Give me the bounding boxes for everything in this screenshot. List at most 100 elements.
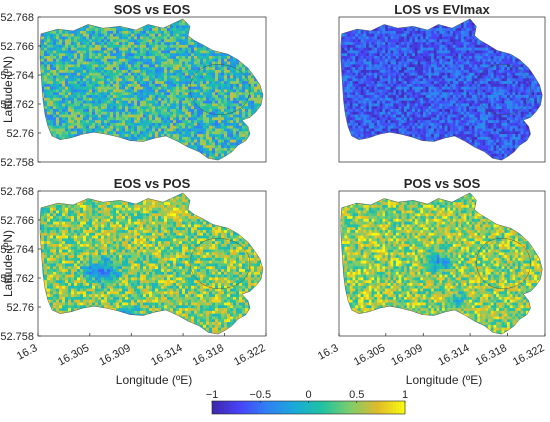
heatmap-cell bbox=[59, 145, 63, 149]
heatmap-cell bbox=[41, 125, 45, 129]
heatmap-cell bbox=[50, 109, 54, 113]
heatmap-cell bbox=[110, 42, 114, 46]
heatmap-cell bbox=[119, 67, 123, 71]
heatmap-cell bbox=[176, 92, 180, 96]
heatmap-cell bbox=[227, 61, 231, 65]
heatmap-cell bbox=[62, 97, 66, 101]
heatmap-cell bbox=[242, 95, 246, 99]
heatmap-cell bbox=[77, 39, 81, 43]
heatmap-cell bbox=[119, 131, 123, 135]
heatmap-cell bbox=[515, 30, 519, 35]
heatmap-cell bbox=[56, 122, 60, 127]
heatmap-cell bbox=[215, 53, 219, 57]
heatmap-cell bbox=[116, 58, 120, 62]
heatmap-cell bbox=[485, 25, 489, 29]
heatmap-cell bbox=[363, 19, 367, 23]
heatmap-cell bbox=[442, 53, 445, 57]
heatmap-cell bbox=[164, 64, 168, 68]
heatmap-cell bbox=[164, 28, 168, 32]
heatmap-cell bbox=[185, 67, 189, 71]
heatmap-cell bbox=[41, 33, 45, 37]
heatmap-cell bbox=[104, 103, 108, 107]
heatmap-cell bbox=[137, 100, 141, 104]
heatmap-cell bbox=[390, 42, 394, 46]
heatmap-cell bbox=[128, 18, 132, 21]
heatmap-cell bbox=[107, 39, 111, 43]
heatmap-cell bbox=[233, 64, 237, 68]
heatmap-cell bbox=[245, 100, 249, 104]
heatmap-cell bbox=[62, 117, 66, 121]
heatmap-cell bbox=[59, 111, 63, 115]
heatmap-cell bbox=[155, 28, 159, 32]
heatmap-cell bbox=[143, 22, 147, 26]
heatmap-cell bbox=[137, 36, 141, 40]
heatmap-cell bbox=[191, 33, 195, 37]
heatmap-cell bbox=[110, 125, 114, 129]
heatmap-cell bbox=[218, 111, 222, 115]
heatmap-cell bbox=[188, 36, 192, 40]
heatmap-cell bbox=[227, 39, 231, 43]
heatmap-cell bbox=[444, 30, 448, 35]
heatmap-cell bbox=[425, 39, 429, 43]
heatmap-cell bbox=[47, 64, 51, 68]
heatmap-cell bbox=[71, 53, 75, 57]
heatmap-cell bbox=[92, 136, 96, 140]
heatmap-cell bbox=[188, 78, 192, 82]
heatmap-cell bbox=[140, 136, 144, 140]
heatmap-cell bbox=[366, 30, 370, 35]
heatmap-cell bbox=[409, 53, 413, 57]
heatmap-cell bbox=[53, 39, 57, 43]
heatmap-cell bbox=[340, 50, 342, 54]
heatmap-cell bbox=[104, 18, 108, 21]
heatmap-cell bbox=[425, 53, 429, 57]
heatmap-cell bbox=[349, 44, 353, 48]
heatmap-cell bbox=[119, 18, 123, 21]
heatmap-cell bbox=[95, 36, 99, 40]
heatmap-cell bbox=[191, 145, 195, 149]
heatmap-cell bbox=[83, 111, 87, 115]
heatmap-cell bbox=[104, 69, 108, 74]
heatmap-cell bbox=[128, 136, 132, 140]
heatmap-cell bbox=[173, 142, 177, 146]
heatmap-cell bbox=[158, 145, 162, 149]
heatmap-cell bbox=[53, 61, 57, 65]
heatmap-cell bbox=[188, 22, 192, 26]
heatmap-cell bbox=[212, 22, 216, 26]
heatmap-cell bbox=[260, 19, 263, 23]
heatmap-cell bbox=[221, 33, 225, 37]
heatmap-cell bbox=[40, 19, 42, 23]
heatmap-cell bbox=[137, 56, 141, 60]
heatmap-cell bbox=[357, 33, 361, 37]
heatmap-cell bbox=[179, 75, 183, 79]
heatmap-cell bbox=[110, 139, 114, 143]
heatmap-cell bbox=[257, 111, 261, 115]
heatmap-cell bbox=[212, 42, 216, 46]
heatmap-cell bbox=[107, 58, 111, 62]
heatmap-cell bbox=[59, 136, 63, 140]
heatmap-cell bbox=[80, 125, 84, 129]
heatmap-cell bbox=[185, 33, 189, 37]
heatmap-cell bbox=[164, 156, 168, 160]
heatmap-cell bbox=[526, 30, 530, 35]
heatmap-cell bbox=[140, 139, 144, 143]
heatmap-cell bbox=[152, 42, 156, 46]
heatmap-cell bbox=[248, 53, 252, 57]
heatmap-cell bbox=[539, 18, 543, 21]
heatmap-cell bbox=[395, 53, 399, 57]
heatmap-cell bbox=[71, 150, 75, 154]
heatmap-cell bbox=[128, 75, 132, 79]
heatmap-cell bbox=[534, 18, 538, 21]
heatmap-cell bbox=[71, 122, 75, 127]
heatmap-cell bbox=[122, 103, 126, 107]
heatmap-cell bbox=[86, 111, 90, 115]
heatmap-cell bbox=[71, 25, 75, 29]
heatmap-cell bbox=[86, 95, 90, 99]
heatmap-cell bbox=[233, 30, 237, 35]
heatmap-cell bbox=[248, 25, 252, 29]
heatmap-cell bbox=[257, 92, 261, 96]
heatmap-cell bbox=[53, 36, 57, 40]
heatmap-cell bbox=[173, 153, 177, 157]
heatmap-cell bbox=[200, 67, 204, 71]
heatmap-cell bbox=[83, 114, 87, 118]
heatmap-cell bbox=[137, 89, 141, 93]
